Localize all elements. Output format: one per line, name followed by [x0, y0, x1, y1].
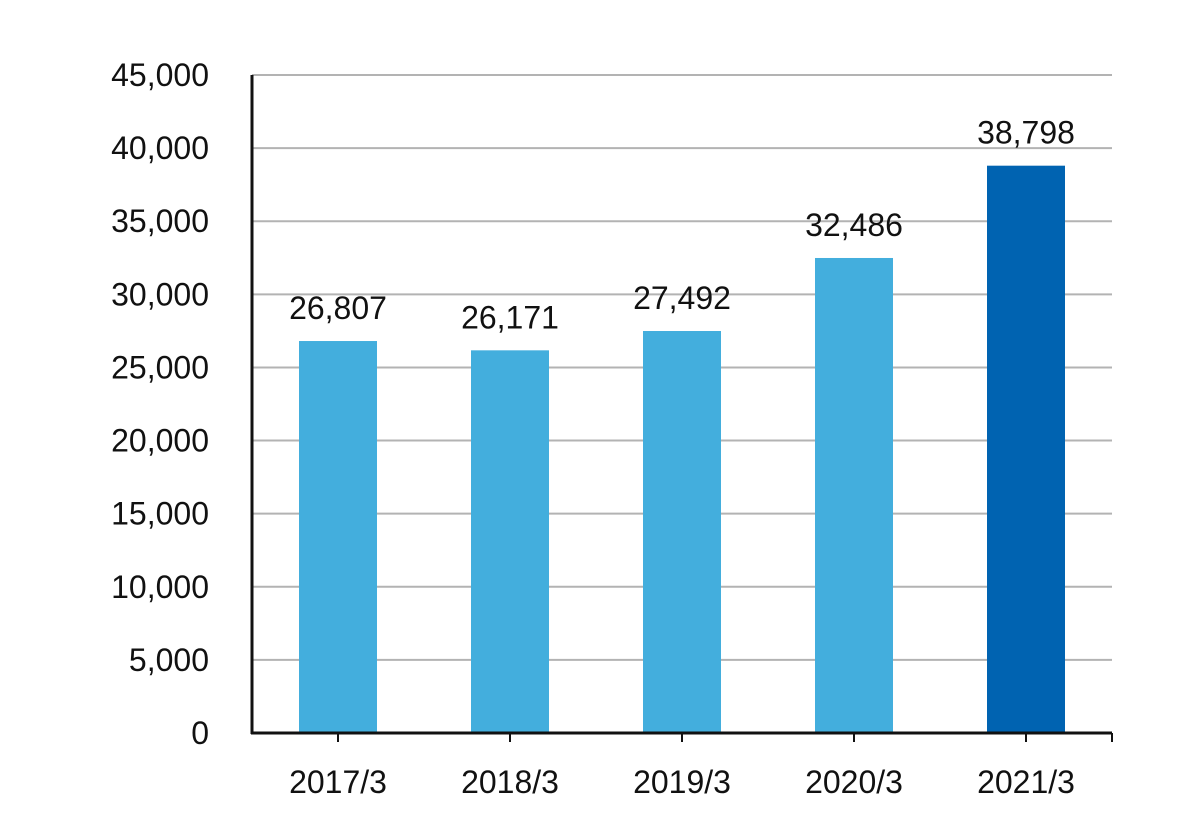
y-tick-label: 5,000 — [129, 642, 209, 678]
data-label: 32,486 — [805, 207, 903, 243]
y-tick-label: 35,000 — [111, 203, 209, 239]
bar — [987, 165, 1065, 734]
axes — [250, 75, 1113, 742]
bar — [643, 331, 721, 733]
y-tick-label: 20,000 — [111, 423, 209, 459]
bar — [299, 341, 377, 733]
y-tick-label: 10,000 — [111, 569, 209, 605]
y-tick-label: 0 — [191, 715, 209, 751]
y-tick-label: 25,000 — [111, 349, 209, 385]
labels: 0 5,000 10,000 15,000 20,000 25,000 30,000 35,0… — [111, 57, 1075, 800]
x-tick-label: 2017/3 — [289, 764, 387, 800]
y-tick-label: 40,000 — [111, 130, 209, 166]
bar — [815, 257, 893, 733]
data-label: 26,807 — [289, 290, 387, 326]
x-tick-label: 2018/3 — [461, 764, 559, 800]
data-label: 38,798 — [977, 115, 1075, 151]
x-tick-label: 2020/3 — [805, 764, 903, 800]
y-tick-label: 15,000 — [111, 496, 209, 532]
x-tick-label: 2021/3 — [977, 764, 1075, 800]
bars — [299, 165, 1065, 734]
y-tick-label: 45,000 — [111, 57, 209, 93]
data-label: 26,171 — [461, 299, 559, 335]
y-tick-label: 30,000 — [111, 276, 209, 312]
data-label: 27,492 — [633, 280, 731, 316]
bar — [471, 350, 549, 733]
x-tick-label: 2019/3 — [633, 764, 731, 800]
